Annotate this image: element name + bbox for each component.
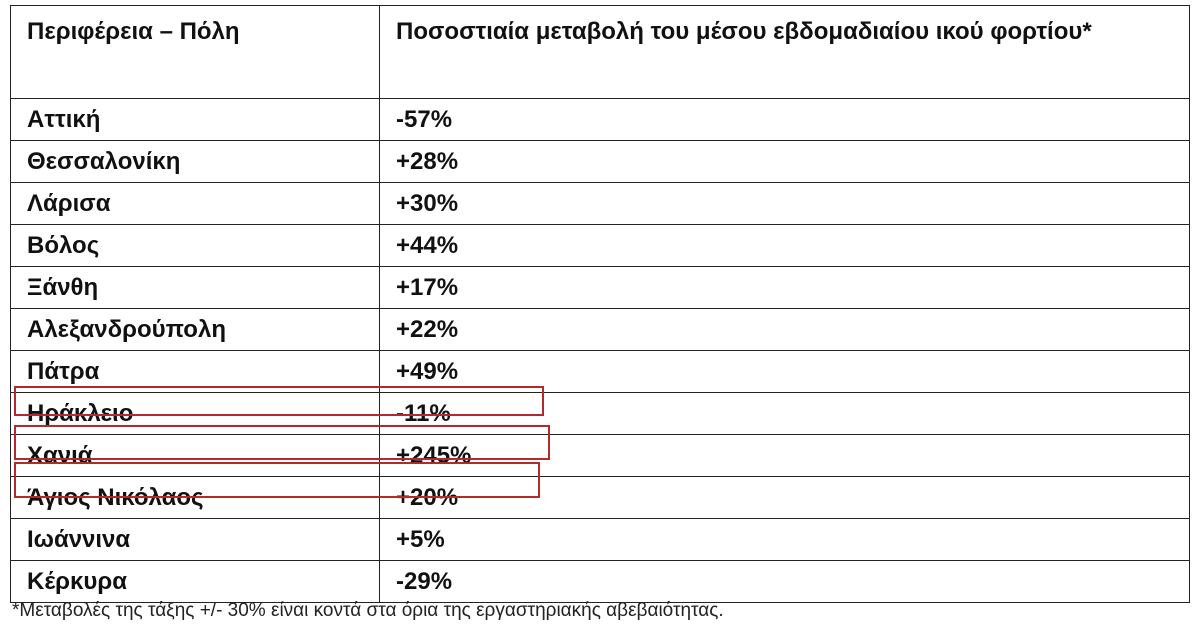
region-cell: Λάρισα	[10, 182, 380, 225]
highlight-box	[14, 386, 544, 416]
table-row: Πάτρα +49%	[10, 350, 1190, 393]
data-table: Περιφέρεια – Πόλη Ποσοστιαία μεταβολή το…	[10, 5, 1190, 603]
table-row: Αλεξανδρούπολη +22%	[10, 308, 1190, 351]
header-cell: Ποσοστιαία μεταβολή του μέσου εβδομαδιαί…	[379, 5, 1190, 99]
highlight-box	[14, 425, 550, 460]
region-cell: Αττική	[10, 98, 380, 141]
change-cell: +44%	[379, 224, 1190, 267]
table-row: Αττική -57%	[10, 98, 1190, 141]
region-cell: Θεσσαλονίκη	[10, 140, 380, 183]
table-body: Αττική -57% Θεσσαλονίκη +28% Λάρισα +30% Βόλος…	[10, 98, 1190, 603]
region-cell: Ηράκλειο	[10, 392, 380, 435]
region-cell: Κέρκυρα	[10, 560, 380, 603]
region-cell: Πάτρα	[10, 350, 380, 393]
region-cell: Ιωάννινα	[10, 518, 380, 561]
table-row: Ξάνθη +17%	[10, 266, 1190, 309]
table-row: Θεσσαλονίκη +28%	[10, 140, 1190, 183]
region-cell: Βόλος	[10, 224, 380, 267]
table-row: Ιωάννινα +5%	[10, 518, 1190, 561]
change-cell: -57%	[379, 98, 1190, 141]
change-cell: +22%	[379, 308, 1190, 351]
header-row: Περιφέρεια – Πόλη Ποσοστιαία μεταβολή το…	[10, 5, 1190, 99]
table-row: Βόλος +44%	[10, 224, 1190, 267]
change-cell: +28%	[379, 140, 1190, 183]
table-row: Λάρισα +30%	[10, 182, 1190, 225]
table-row: Κέρκυρα -29%	[10, 560, 1190, 603]
change-cell: +5%	[379, 518, 1190, 561]
table-row: Χανιά +245%	[10, 434, 1190, 477]
change-cell: +30%	[379, 182, 1190, 225]
change-cell: +17%	[379, 266, 1190, 309]
change-cell: +245%	[379, 434, 1190, 477]
header-cell: Περιφέρεια – Πόλη	[10, 5, 380, 99]
highlight-box	[14, 462, 540, 498]
region-cell: Αλεξανδρούπολη	[10, 308, 380, 351]
change-cell: -29%	[379, 560, 1190, 603]
footnote: *Μεταβολές της τάξης +/- 30% είναι κοντά…	[12, 600, 724, 621]
change-cell: +49%	[379, 350, 1190, 393]
region-cell: Ξάνθη	[10, 266, 380, 309]
